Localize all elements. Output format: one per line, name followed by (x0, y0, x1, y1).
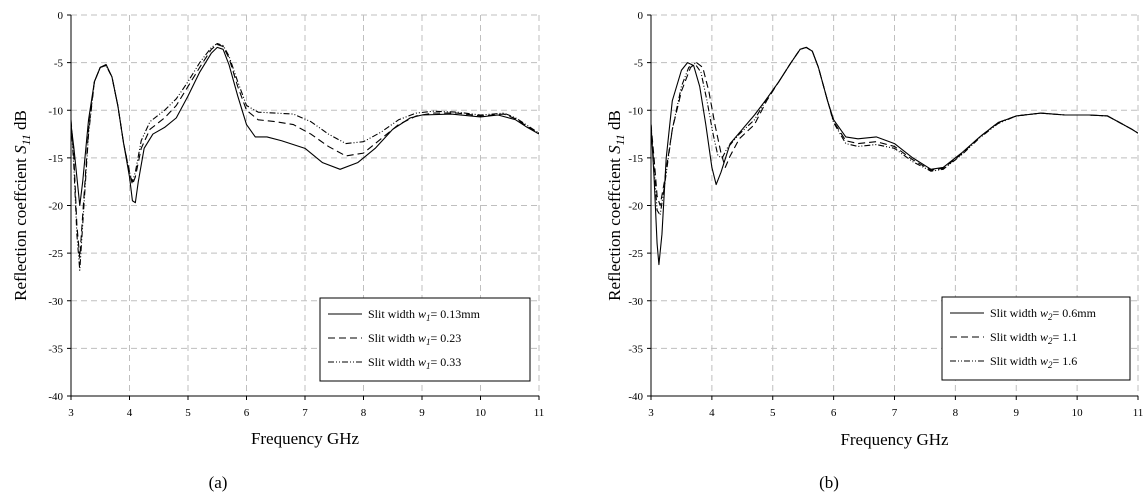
x-tick-label: 4 (709, 407, 715, 419)
legend-box (941, 296, 1131, 381)
series-line-3 (651, 46, 1138, 216)
legend-entry-sub: 1 (426, 337, 431, 347)
legend-entry-text: Slit width (990, 330, 1040, 344)
legend-entry-sub: 2 (1048, 336, 1053, 346)
x-tick-label: 6 (831, 407, 837, 419)
y-tick-label: -5 (54, 58, 64, 70)
y-tick-label: -10 (628, 105, 643, 117)
y-tick-label: -20 (628, 201, 643, 213)
x-tick-label: 3 (68, 407, 74, 419)
legend-entry-value: = 1.1 (1053, 330, 1078, 344)
legend-entry-value: = 0.13mm (431, 307, 481, 321)
x-tick-label: 3 (648, 407, 654, 419)
x-tick-label: 11 (534, 407, 545, 419)
y-tick-label: -30 (628, 296, 643, 308)
legend-entry-var: w (418, 331, 426, 345)
legend-entry-text: Slit width (990, 354, 1040, 368)
x-axis-label: Frequency GHz (251, 429, 360, 448)
y-tick-label: -40 (628, 391, 643, 403)
y-axis-label-unit: dB (11, 110, 30, 134)
x-tick-label: 5 (185, 407, 191, 419)
panel-caption: (b) (819, 473, 839, 492)
legend-entry-1: Slit width w2= 0.6mm (990, 306, 1097, 322)
y-tick-label: -25 (48, 248, 63, 260)
legend-entry-3: Slit width w1= 0.33 (368, 355, 461, 371)
y-tick-label: -25 (628, 248, 643, 260)
legend-entry-var: w (1040, 306, 1048, 320)
legend-entry-sub: 1 (426, 361, 431, 371)
legend-entry-sub: 2 (1048, 360, 1053, 370)
legend-entry-value: = 1.6 (1053, 354, 1078, 368)
x-tick-label: 11 (1133, 407, 1144, 419)
legend-box (319, 297, 531, 382)
x-tick-label: 4 (127, 407, 133, 419)
x-tick-label: 7 (892, 407, 898, 419)
legend-entry-value: = 0.6mm (1053, 306, 1097, 320)
legend-entry-text: Slit width (368, 331, 418, 345)
legend-entry-var: w (418, 355, 426, 369)
y-tick-label: 0 (638, 10, 644, 22)
legend-entry-var: w (418, 307, 426, 321)
x-axis-label: Frequency GHz (840, 430, 949, 449)
x-tick-label: 6 (244, 407, 250, 419)
legend-entry-2: Slit width w2= 1.1 (990, 330, 1077, 346)
series-line-3 (71, 43, 539, 271)
y-tick-label: -30 (48, 296, 63, 308)
legend-entry-value: = 0.33 (431, 355, 462, 369)
legend-entry-sub: 1 (426, 313, 431, 323)
legend-entry-text: Slit width (368, 307, 418, 321)
legend-entry-var: w (1040, 330, 1048, 344)
x-tick-label: 5 (770, 407, 776, 419)
y-axis-label: Reflection coeffcient S11 dB (605, 110, 627, 301)
y-tick-label: -35 (628, 343, 643, 355)
y-tick-label: -40 (48, 391, 63, 403)
y-tick-label: -20 (48, 201, 63, 213)
y-axis-label: Reflection coeffcient S11 dB (11, 110, 33, 301)
legend-entry-1: Slit width w1= 0.13mm (368, 307, 481, 323)
y-tick-label: -35 (48, 343, 63, 355)
x-tick-label: 7 (302, 407, 308, 419)
y-axis-label-unit: dB (605, 110, 624, 134)
y-axis-label-sub: 11 (19, 134, 33, 145)
y-tick-label: -15 (628, 153, 643, 165)
x-tick-label: 8 (953, 407, 959, 419)
legend-entry-text: Slit width (368, 355, 418, 369)
chart-panel-b: 3 4 5 6 7 8 9 10 11 0 -5 -10 -15 -20 -25 -30 -35 -40 Frequ… (605, 10, 1143, 492)
x-tick-label: 10 (475, 407, 487, 419)
panel-caption: (a) (209, 473, 228, 492)
y-tick-label: -15 (48, 153, 63, 165)
x-tick-label: 10 (1072, 407, 1084, 419)
x-tick-label: 9 (419, 407, 425, 419)
y-axis-label-var: S (11, 145, 30, 154)
legend-entry-var: w (1040, 354, 1048, 368)
legend-entry-2: Slit width w1= 0.23 (368, 331, 461, 347)
legend-entry-3: Slit width w2= 1.6 (990, 354, 1077, 370)
y-tick-label: -5 (634, 58, 644, 70)
y-axis-label-var: S (605, 145, 624, 154)
legend-entry-text: Slit width (990, 306, 1040, 320)
y-tick-label: -10 (48, 105, 63, 117)
legend-entry-value: = 0.23 (431, 331, 462, 345)
y-tick-label: 0 (58, 10, 64, 22)
y-axis-label-text: Reflection coeffcient (605, 154, 624, 301)
x-tick-label: 9 (1014, 407, 1020, 419)
chart-panel-a: 3 4 5 6 7 8 9 10 110-5-10-15-20-25-30-35-40Frequ… (11, 10, 544, 492)
y-axis-label-text: Reflection coeffcient (11, 154, 30, 301)
legend-entry-sub: 2 (1048, 312, 1053, 322)
y-axis-label-sub: 11 (613, 134, 627, 145)
series-line-2 (651, 46, 1138, 207)
x-tick-label: 8 (361, 407, 367, 419)
